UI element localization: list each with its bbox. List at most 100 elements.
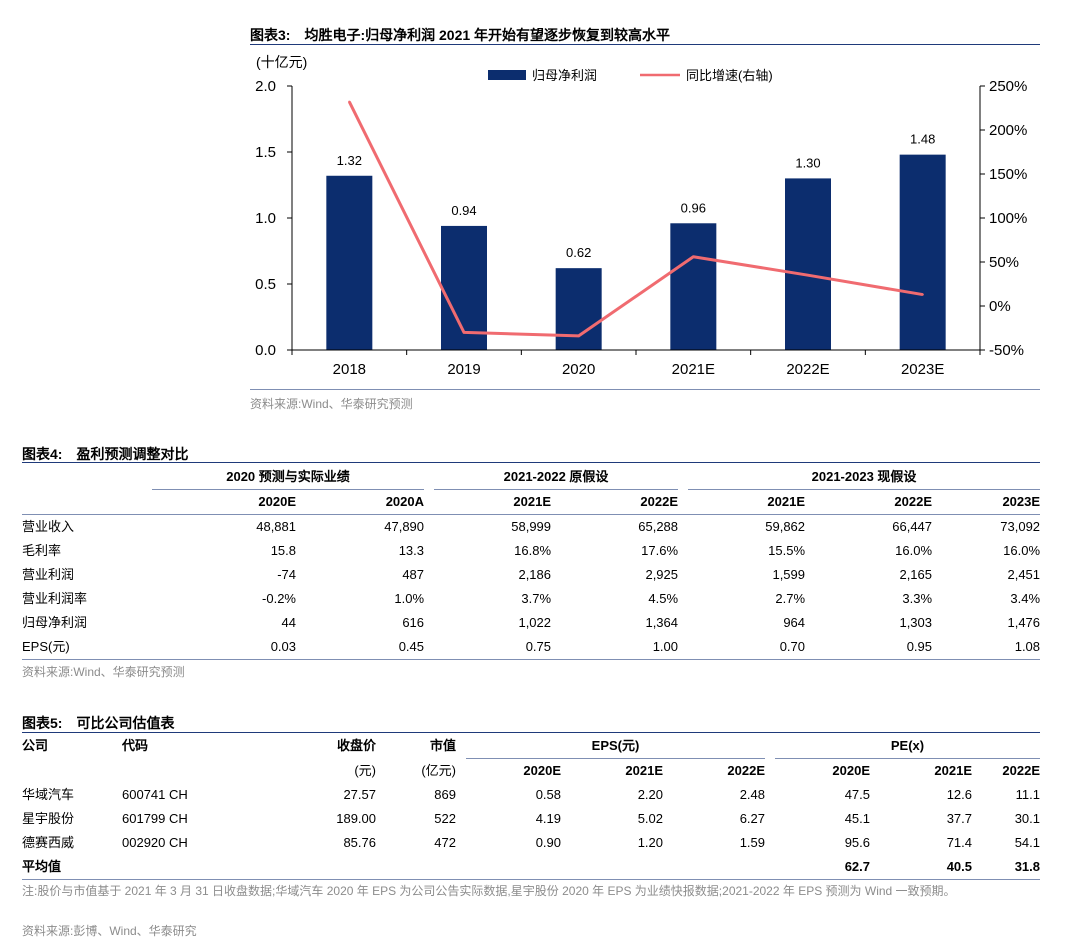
table-row: 毛利率 15.8 13.3 16.8% 17.6% 15.5% 16.0% 16.0%: [22, 539, 1040, 563]
figure3-title: 图表3: 均胜电子:归母净利润 2021 年开始有望逐步恢复到较高水平: [250, 25, 670, 45]
column-header: 2020E: [258, 494, 296, 509]
cell-value: 15.8: [270, 543, 296, 558]
header-pe-year: 2020E: [832, 763, 870, 778]
left-tick-label: 0.5: [255, 276, 276, 293]
profit-forecast-rows: 营业收入 48,881 47,890 58,999 65,288 59,862 66,447…: [22, 515, 1040, 660]
figure5-source: 资料来源:彭博、Wind、华泰研究: [22, 924, 197, 938]
cell-value: 16.0%: [1003, 543, 1041, 558]
close-price: 27.57: [343, 787, 376, 802]
left-tick-label: 1.5: [255, 144, 276, 161]
x-tick-label: 2023E: [901, 361, 944, 378]
header-pe-year: 2021E: [934, 763, 972, 778]
growth-point-2019: [462, 331, 466, 334]
header-mktcap: 市值: [429, 738, 456, 754]
column-header-row: 2020E 2020A 2021E 2022E 2021E 2022E 2023…: [22, 490, 1041, 515]
average-pe-value: 62.7: [844, 859, 870, 874]
close-price: 85.76: [343, 835, 376, 850]
x-tick-label: 2021E: [672, 361, 715, 378]
figure4-title-text: 盈利预测调整对比: [76, 446, 189, 462]
table-row: 德赛西威 002920 CH 85.76 472 0.90 1.20 1.59 95.6 71.…: [22, 831, 1040, 855]
row-label: 归母净利润: [22, 615, 88, 630]
cell-value: 47,890: [384, 519, 425, 534]
cell-value: 2,186: [518, 567, 552, 582]
table-row: 营业收入 48,881 47,890 58,999 65,288 59,862 66,447…: [22, 515, 1040, 540]
bar-data-label: 0.62: [566, 245, 591, 260]
cell-value: 73,092: [1000, 519, 1041, 534]
growth-point-2021E: [692, 255, 695, 258]
cell-value: 487: [402, 567, 425, 582]
growth-point-2023E: [921, 293, 924, 296]
cell-value: 1,022: [518, 615, 552, 630]
header-mktcap-unit: (亿元): [421, 762, 456, 778]
bar-data-label: 0.94: [451, 203, 476, 218]
table-row: 营业利润 -74 487 2,186 2,925 1,599 2,165 2,451: [22, 563, 1040, 587]
cell-value: 1.00: [652, 639, 679, 654]
cell-value: 964: [783, 615, 806, 630]
right-tick-label: 250%: [989, 78, 1027, 95]
eps-value: 1.20: [637, 835, 663, 850]
eps-value: 1.59: [739, 835, 765, 850]
pe-value: 95.6: [844, 835, 870, 850]
valuation-header-row-2: (元) (亿元) 2020E 2021E 2022E 2020E 2021E 2…: [22, 759, 1040, 784]
cell-value: -74: [277, 567, 296, 582]
eps-value: 2.20: [637, 787, 663, 802]
figure5-number: 图表5:: [22, 715, 63, 731]
average-label: 平均值: [22, 859, 62, 874]
pe-value: 30.1: [1014, 811, 1040, 826]
column-header: 2020A: [385, 494, 425, 509]
row-label: 营业收入: [22, 519, 75, 534]
header-pe-group: PE(x): [775, 734, 1040, 759]
cell-value: 2,451: [1007, 567, 1041, 582]
figure5-note: 注:股价与市值基于 2021 年 3 月 31 日收盘数据;华域汽车 2020 …: [22, 884, 956, 898]
left-axis-unit-label: (十亿元): [256, 54, 307, 70]
header-eps-year: 2021E: [625, 763, 663, 778]
profit-forecast-table: 2020 预测与实际业绩 2021-2022 原假设 2021-2023 现假设…: [22, 465, 1041, 660]
cell-value: 58,999: [511, 519, 552, 534]
pe-value: 45.1: [844, 811, 870, 826]
group-header-original: 2021-2022 原假设: [434, 465, 679, 490]
average-pe-value: 40.5: [946, 859, 972, 874]
table-row: 营业利润率 -0.2% 1.0% 3.7% 4.5% 2.7% 3.3% 3.4%: [22, 587, 1040, 611]
right-tick-label: 150%: [989, 166, 1027, 183]
bar-data-labels: 1.32 0.94 0.62 0.96 1.30 1.48: [337, 132, 936, 261]
cell-value: 1.08: [1014, 639, 1041, 654]
table-row: 华域汽车 600741 CH 27.57 869 0.58 2.20 2.48 47.5 12.…: [22, 783, 1040, 807]
right-tick-label: 0%: [989, 298, 1011, 315]
right-tick-label: 200%: [989, 122, 1027, 139]
figure4-number: 图表4:: [22, 446, 63, 462]
chart-legend: 归母净利润 同比增速(右轴): [488, 68, 773, 83]
growth-point-2022E: [806, 274, 810, 277]
figure4-source: 资料来源:Wind、华泰研究预测: [22, 665, 185, 679]
figure3-title-text: 均胜电子:归母净利润 2021 年开始有望逐步恢复到较高水平: [304, 27, 671, 43]
right-tick-label: 50%: [989, 254, 1019, 271]
cell-value: 65,288: [638, 519, 679, 534]
header-eps-year: 2022E: [727, 763, 765, 778]
bar-2018: [326, 175, 373, 350]
column-header: 2023E: [1002, 494, 1041, 509]
cell-value: 0.95: [906, 639, 933, 654]
bar-2020: [555, 268, 602, 350]
legend-bar-swatch: [488, 70, 526, 80]
figure4-title: 图表4: 盈利预测调整对比: [22, 444, 188, 464]
bar-data-label: 1.32: [337, 153, 362, 168]
cell-value: 13.3: [398, 543, 425, 558]
figure3-chart: (十亿元) 归母净利润 同比增速(右轴) 0.0 0.5 1.0 1.5 2.0 -50…: [255, 54, 1027, 378]
cell-value: 66,447: [892, 519, 933, 534]
column-header: 2022E: [640, 494, 679, 509]
cell-value: 17.6%: [641, 543, 679, 558]
group-header-2020: 2020 预测与实际业绩: [152, 465, 425, 490]
row-label: 营业利润: [22, 567, 75, 582]
header-code: 代码: [122, 738, 149, 754]
cell-value: 0.75: [525, 639, 552, 654]
cell-value: 44: [281, 615, 296, 630]
figure5-title: 图表5: 可比公司估值表: [22, 713, 174, 733]
figure4-bottom-rule: [22, 659, 1040, 660]
column-header: 2021E: [513, 494, 552, 509]
cell-value: 1,364: [645, 615, 679, 630]
eps-value: 5.02: [637, 811, 663, 826]
header-company: 公司: [22, 738, 49, 754]
ticker-code: 601799 CH: [122, 811, 188, 826]
bar-data-label: 1.30: [795, 155, 820, 170]
market-cap: 522: [434, 811, 456, 826]
legend-line-label: 同比增速(右轴): [686, 68, 773, 83]
